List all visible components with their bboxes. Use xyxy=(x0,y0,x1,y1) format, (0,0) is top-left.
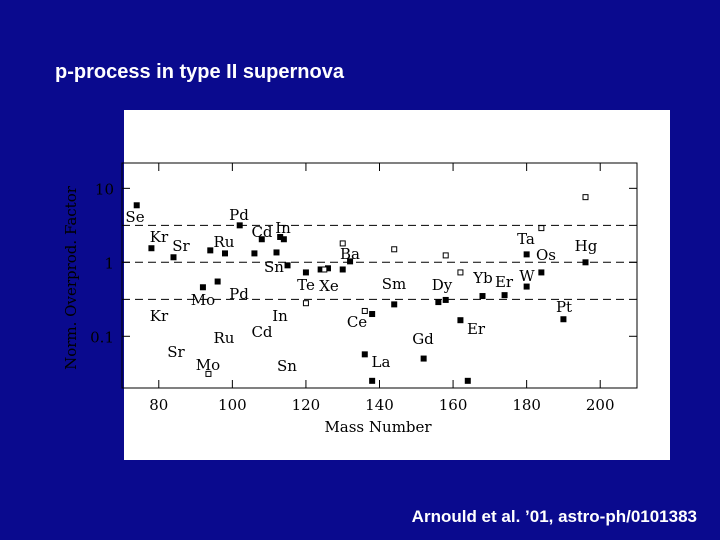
element-label: Cd xyxy=(251,323,272,341)
data-point xyxy=(199,284,206,291)
data-point xyxy=(582,194,589,201)
y-tick-label: 10 xyxy=(95,180,114,198)
element-label: In xyxy=(272,307,288,325)
data-point xyxy=(339,240,346,247)
y-axis-label: Norm. Overprod. Factor xyxy=(62,185,80,370)
data-point xyxy=(442,296,449,303)
element-label: Er xyxy=(495,273,514,291)
element-label: Ba xyxy=(340,245,360,263)
data-point xyxy=(523,251,530,258)
element-label: Pd xyxy=(229,285,249,303)
x-axis-label: Mass Number xyxy=(324,418,432,436)
element-label: W xyxy=(519,267,535,285)
data-point xyxy=(339,266,346,273)
data-point xyxy=(258,236,265,243)
x-tick-label: 200 xyxy=(586,396,615,414)
data-point xyxy=(560,316,567,323)
element-label: Mo xyxy=(196,356,220,374)
data-point xyxy=(207,247,214,254)
element-label: Ce xyxy=(347,313,367,331)
x-tick-label: 140 xyxy=(365,396,394,414)
x-tick-label: 80 xyxy=(149,396,168,414)
chart: Mass Number Norm. Overprod. Factor 80 100… xyxy=(62,162,638,436)
data-point xyxy=(170,254,177,261)
data-point xyxy=(391,246,398,253)
chart-panel xyxy=(124,110,670,460)
y-tick-label: 1 xyxy=(104,254,114,272)
data-point xyxy=(523,283,530,290)
element-label: Pd xyxy=(229,206,249,224)
element-label: Sr xyxy=(172,237,190,255)
data-point xyxy=(236,222,243,229)
data-point xyxy=(538,269,545,276)
element-label: Kr xyxy=(150,307,169,325)
element-label: Sn xyxy=(277,357,297,375)
data-point xyxy=(361,351,368,358)
data-point xyxy=(284,262,291,269)
data-point xyxy=(302,300,309,307)
element-label: Ru xyxy=(214,329,235,347)
element-label: La xyxy=(372,353,391,371)
data-point xyxy=(347,258,354,265)
data-point xyxy=(273,249,280,256)
element-label: Ru xyxy=(214,233,235,251)
data-point xyxy=(457,269,464,276)
element-label: Sn xyxy=(264,258,284,276)
data-point xyxy=(464,377,471,384)
element-label: Sr xyxy=(167,343,185,361)
data-point xyxy=(148,245,155,252)
source-citation: Arnould et al. ’01, astro-ph/0101383 xyxy=(412,507,697,526)
slide-title: p-process in type II supernova xyxy=(55,61,345,83)
x-tick-label: 160 xyxy=(439,396,468,414)
data-point xyxy=(457,317,464,324)
data-point xyxy=(251,250,258,257)
x-tick-label: 100 xyxy=(218,396,247,414)
data-point xyxy=(369,377,376,384)
element-label: Pt xyxy=(556,298,572,316)
element-label: Cd xyxy=(251,223,272,241)
data-point xyxy=(501,292,508,299)
element-label: Yb xyxy=(472,269,493,287)
data-point xyxy=(361,307,368,314)
data-point xyxy=(479,293,486,300)
x-tick-label: 180 xyxy=(512,396,541,414)
data-point xyxy=(420,355,427,362)
data-point xyxy=(205,370,212,377)
element-label: Mo xyxy=(191,291,215,309)
y-tick-label: 0.1 xyxy=(90,328,114,346)
data-point xyxy=(280,236,287,243)
data-point xyxy=(302,269,309,276)
element-label: Hg xyxy=(575,237,598,255)
element-label: Dy xyxy=(432,276,453,294)
element-label: Os xyxy=(536,246,556,264)
x-tick-label: 120 xyxy=(292,396,321,414)
element-label: Er xyxy=(467,320,486,338)
data-point xyxy=(391,301,398,308)
element-label: Gd xyxy=(412,330,434,348)
element-label: Te xyxy=(297,276,315,294)
element-label: Xe xyxy=(319,277,339,295)
element-label: Kr xyxy=(150,228,169,246)
data-point xyxy=(538,225,545,232)
element-label: Sm xyxy=(382,275,407,293)
data-point xyxy=(214,278,221,285)
data-point xyxy=(442,252,449,259)
element-label: In xyxy=(275,219,291,237)
data-point xyxy=(369,311,376,318)
data-point xyxy=(222,250,228,257)
data-point xyxy=(321,266,328,273)
data-point xyxy=(435,299,442,306)
data-point xyxy=(133,202,140,209)
data-point xyxy=(582,259,589,266)
element-label: Se xyxy=(125,208,144,226)
element-label: Ta xyxy=(517,230,535,248)
